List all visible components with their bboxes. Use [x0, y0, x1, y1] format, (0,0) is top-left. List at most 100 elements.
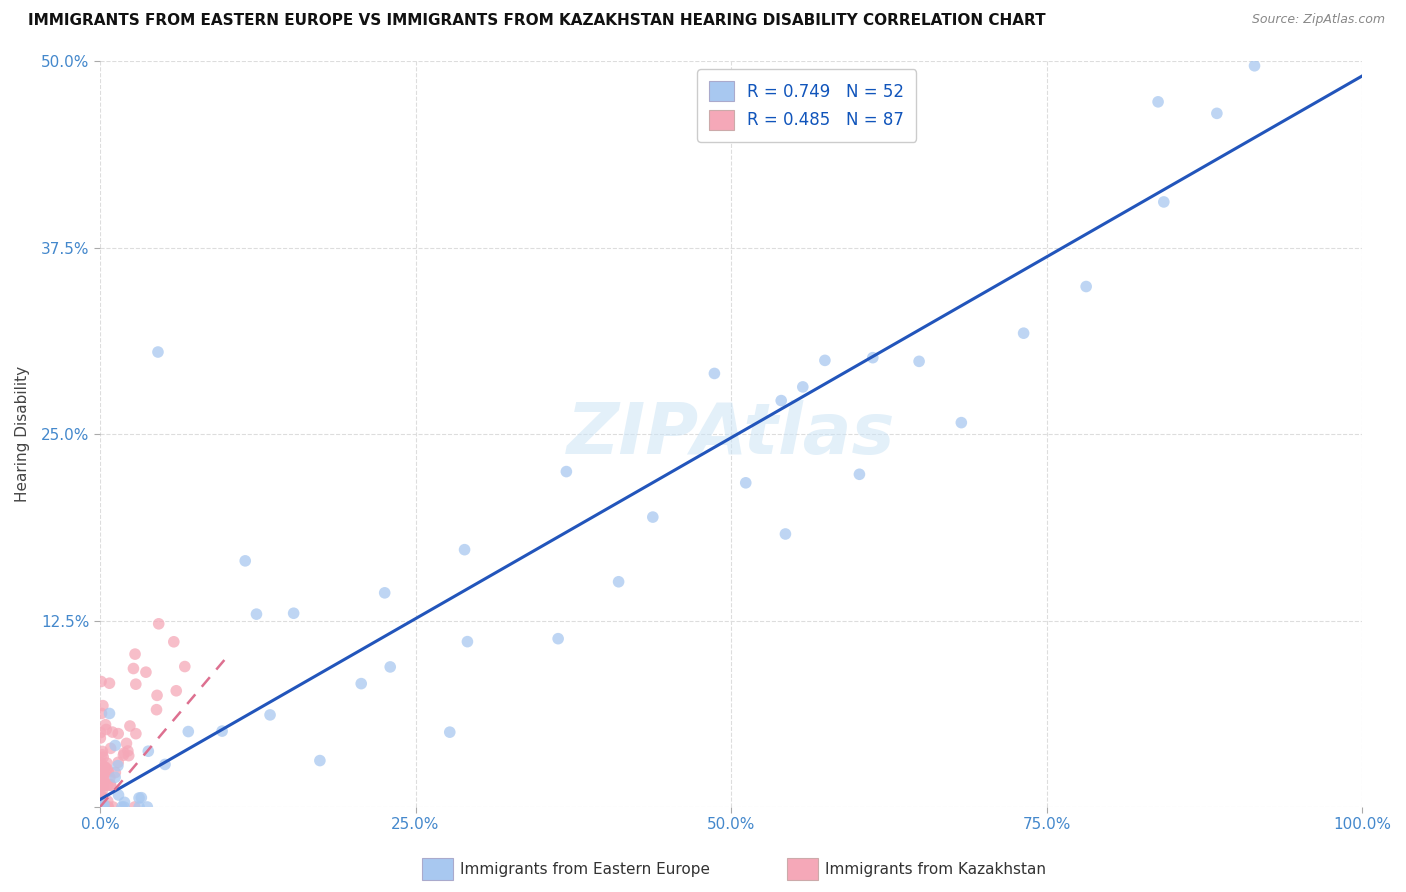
Point	[90, 767, 112, 781]
Point	[89, 800, 111, 814]
Point	[146, 345, 169, 359]
Point	[89, 758, 111, 772]
Point	[90, 800, 112, 814]
Text: IMMIGRANTS FROM EASTERN EUROPE VS IMMIGRANTS FROM KAZAKHSTAN HEARING DISABILITY : IMMIGRANTS FROM EASTERN EUROPE VS IMMIGR…	[28, 13, 1046, 29]
Point	[125, 677, 148, 691]
Point	[814, 353, 837, 368]
Text: Immigrants from Kazakhstan: Immigrants from Kazakhstan	[825, 863, 1046, 877]
Point	[136, 800, 159, 814]
Point	[101, 800, 124, 814]
Point	[91, 789, 114, 804]
Point	[547, 632, 569, 646]
Point	[283, 606, 305, 620]
Point	[100, 741, 122, 756]
Point	[128, 791, 150, 805]
Point	[114, 795, 136, 809]
Point	[107, 758, 129, 772]
Point	[641, 510, 664, 524]
Point	[112, 748, 135, 763]
Point	[1012, 326, 1035, 341]
Point	[91, 772, 114, 786]
Point	[111, 800, 134, 814]
Point	[90, 800, 112, 814]
Point	[89, 800, 111, 814]
Point	[153, 757, 176, 772]
Text: ZIPAtlas: ZIPAtlas	[567, 400, 896, 468]
Point	[91, 750, 114, 764]
Point	[91, 779, 114, 793]
Point	[118, 719, 141, 733]
Point	[165, 683, 187, 698]
Point	[125, 727, 148, 741]
Point	[350, 676, 373, 690]
Point	[91, 799, 114, 814]
Point	[104, 770, 127, 784]
Point	[91, 782, 114, 797]
Point	[96, 723, 118, 737]
Point	[211, 724, 233, 739]
Point	[245, 607, 267, 621]
Point	[91, 799, 114, 814]
Point	[93, 800, 115, 814]
Point	[136, 744, 159, 758]
Point	[93, 760, 115, 774]
Point	[1205, 106, 1227, 120]
Point	[112, 800, 135, 814]
Point	[89, 731, 111, 745]
Point	[90, 789, 112, 804]
Point	[90, 706, 112, 721]
Point	[177, 724, 200, 739]
Point	[148, 616, 170, 631]
Point	[233, 554, 256, 568]
Point	[90, 674, 112, 689]
Point	[101, 725, 124, 739]
Point	[173, 659, 195, 673]
Point	[90, 773, 112, 788]
Point	[734, 475, 756, 490]
Point	[91, 800, 114, 814]
Point	[97, 800, 120, 814]
Text: Source: ZipAtlas.com: Source: ZipAtlas.com	[1251, 13, 1385, 27]
Point	[96, 800, 118, 814]
Point	[94, 717, 117, 731]
Point	[1147, 95, 1170, 109]
Point	[93, 800, 115, 814]
Point	[122, 661, 145, 675]
Point	[163, 634, 186, 648]
Point	[124, 800, 146, 814]
Point	[97, 778, 120, 792]
Point	[91, 698, 114, 713]
Point	[555, 465, 578, 479]
Point	[1076, 279, 1098, 293]
Point	[89, 797, 111, 812]
Point	[770, 393, 793, 408]
Point	[107, 788, 129, 802]
Point	[90, 800, 112, 814]
Point	[862, 351, 884, 365]
Point	[90, 799, 112, 814]
Point	[90, 800, 112, 814]
Point	[118, 748, 141, 763]
Point	[848, 467, 870, 482]
Point	[97, 794, 120, 808]
Point	[117, 744, 139, 758]
Point	[90, 799, 112, 814]
Point	[90, 764, 112, 778]
Point	[98, 771, 121, 785]
Point	[792, 380, 814, 394]
Point	[91, 744, 114, 758]
Point	[89, 800, 111, 814]
Point	[93, 774, 115, 789]
Point	[950, 416, 973, 430]
Point	[90, 800, 112, 814]
Point	[104, 739, 127, 753]
Point	[115, 736, 138, 750]
Point	[124, 647, 146, 661]
Text: Immigrants from Eastern Europe: Immigrants from Eastern Europe	[460, 863, 710, 877]
Point	[93, 799, 115, 814]
Point	[89, 800, 111, 814]
Point	[908, 354, 931, 368]
Point	[93, 767, 115, 781]
Point	[259, 707, 281, 722]
Point	[90, 725, 112, 739]
